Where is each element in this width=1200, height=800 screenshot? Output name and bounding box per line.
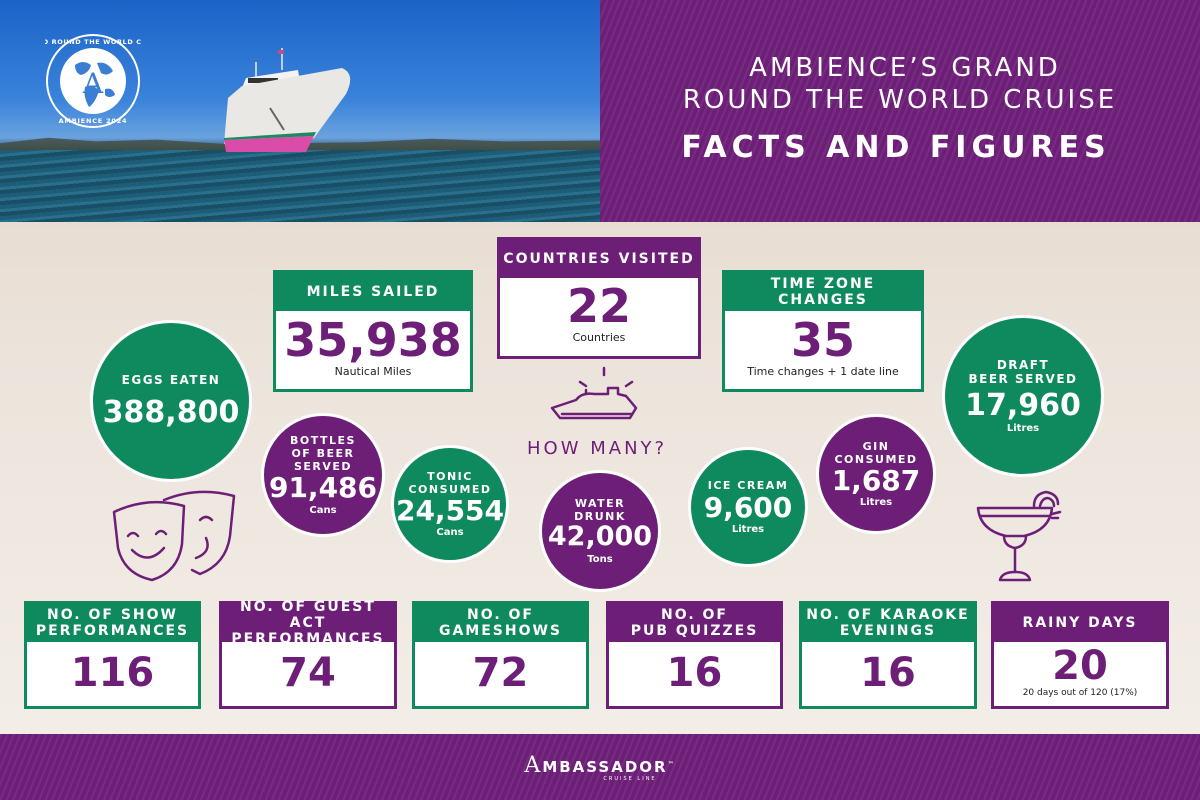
- logo-brand-text: MBASSADOR: [542, 757, 668, 776]
- draft-beer-value: 17,960: [965, 387, 1081, 423]
- show-performances-value: 116: [70, 650, 155, 696]
- draft-beer-label-1: DRAFT: [996, 357, 1050, 372]
- card-label-2: GAMESHOWS: [438, 623, 563, 639]
- tonic-label-2: CONSUMED: [408, 482, 492, 496]
- pub-quizzes-card: NO. OF PUB QUIZZES 16: [606, 601, 783, 709]
- draft-beer-circle: DRAFT BEER SERVED 17,960 Litres: [942, 315, 1104, 477]
- badge-letter: A: [82, 67, 104, 100]
- gin-label-1: GIN: [862, 439, 890, 453]
- title-line-1: AMBIENCE’S GRAND: [749, 53, 1061, 83]
- card-header: NO. OF PUB QUIZZES: [609, 604, 780, 642]
- water-drunk-circle: WATER DRUNK 42,000 Tons: [539, 470, 661, 592]
- card-label-1: NO. OF GUEST ACT: [240, 599, 376, 631]
- water-label-2: DRUNK: [574, 510, 626, 524]
- karaoke-evenings-card: NO. OF KARAOKE EVENINGS 16: [799, 601, 977, 709]
- tonic-value: 24,554: [395, 493, 505, 527]
- ice-cream-circle: ICE CREAM 9,600 Litres: [688, 447, 808, 567]
- gameshows-value: 72: [472, 650, 529, 696]
- draft-beer-unit: Litres: [1006, 423, 1040, 435]
- card-label: MILES SAILED: [306, 284, 440, 300]
- gin-consumed-circle: GIN CONSUMED 1,687 Litres: [816, 414, 936, 534]
- card-header: COUNTRIES VISITED: [500, 240, 698, 278]
- card-label-1: NO. OF: [661, 607, 728, 623]
- eggs-eaten-circle: EGGS EATEN 388,800: [90, 320, 252, 482]
- card-label: TIME ZONE CHANGES: [770, 276, 876, 308]
- gin-value: 1,687: [831, 463, 921, 497]
- gin-label-2: CONSUMED: [834, 452, 918, 466]
- card-header: NO. OF GAMESHOWS: [415, 604, 586, 642]
- bottles-unit: Cans: [309, 504, 337, 516]
- card-label-1: RAINY DAYS: [1022, 615, 1138, 631]
- card-header: NO. OF KARAOKE EVENINGS: [802, 604, 974, 642]
- time-zone-changes-value: 35: [790, 313, 855, 367]
- card-label-1: NO. OF SHOW: [47, 607, 178, 623]
- badge-bottom-text: AMBIENCE 2024: [59, 117, 128, 125]
- water-label-1: WATER: [574, 497, 626, 511]
- tonic-label-1: TONIC: [427, 469, 473, 483]
- card-label-2: PERFORMANCES: [35, 623, 190, 639]
- card-header: NO. OF SHOW PERFORMANCES: [27, 604, 198, 642]
- card-label-2: PERFORMANCES: [231, 631, 385, 647]
- countries-visited-card: COUNTRIES VISITED 22 Countries: [497, 237, 701, 359]
- bottles-value: 91,486: [268, 471, 378, 505]
- trademark-symbol: ™: [667, 760, 676, 768]
- card-header: TIME ZONE CHANGES: [725, 273, 921, 311]
- card-label-1: NO. OF KARAOKE: [806, 607, 970, 623]
- cruise-ship-icon: [550, 366, 638, 420]
- pub-quizzes-value: 16: [666, 650, 723, 696]
- tonic-consumed-circle: TONIC CONSUMED 24,554 Cans: [391, 445, 509, 563]
- globe-badge-icon: A GRAND ROUND THE WORLD CRUISE AMBIENCE …: [45, 34, 141, 128]
- karaoke-value: 16: [860, 650, 916, 696]
- card-header: NO. OF GUEST ACT PERFORMANCES: [222, 599, 394, 647]
- eggs-eaten-value: 388,800: [102, 395, 240, 431]
- bottles-label-2: OF BEER: [291, 447, 355, 461]
- card-label: COUNTRIES VISITED: [503, 251, 695, 267]
- gin-unit: Litres: [859, 497, 893, 509]
- cocktail-glass-icon: [976, 490, 1062, 582]
- ship-image: [224, 48, 351, 152]
- miles-sailed-card: MILES SAILED 35,938 Nautical Miles: [273, 270, 473, 392]
- bottles-label-1: BOTTLES: [290, 434, 356, 448]
- countries-visited-unit: Countries: [572, 331, 626, 344]
- theatre-masks-icon: [112, 490, 236, 582]
- ice-cream-unit: Litres: [731, 524, 765, 536]
- title-line-2: ROUND THE WORLD CRUISE: [682, 85, 1118, 115]
- card-header: MILES SAILED: [276, 273, 470, 311]
- tonic-unit: Cans: [436, 527, 464, 539]
- guest-act-performances-card: NO. OF GUEST ACT PERFORMANCES 74: [219, 599, 397, 709]
- title-panel: AMBIENCE’S GRAND ROUND THE WORLD CRUISE …: [600, 0, 1200, 222]
- water-unit: Tons: [587, 553, 613, 565]
- guest-act-value: 74: [280, 650, 336, 696]
- draft-beer-label-2: BEER SERVED: [968, 371, 1078, 386]
- bottles-label-3: SERVED: [293, 460, 353, 474]
- card-header: RAINY DAYS: [994, 604, 1166, 642]
- countries-visited-value: 22: [566, 279, 631, 333]
- page-title: FACTS AND FIGURES: [681, 130, 1111, 165]
- logo-letter-a: A: [524, 752, 543, 778]
- how-many-label: HOW MANY?: [527, 438, 668, 459]
- eggs-eaten-label: EGGS EATEN: [121, 373, 221, 388]
- gameshows-card: NO. OF GAMESHOWS 72: [412, 601, 589, 709]
- card-label-2: PUB QUIZZES: [630, 623, 759, 639]
- show-performances-card: NO. OF SHOW PERFORMANCES 116: [24, 601, 201, 709]
- rainy-days-card: RAINY DAYS 20 20 days out of 120 (17%): [991, 601, 1169, 709]
- time-zone-changes-unit: Time changes + 1 date line: [747, 365, 899, 378]
- water-value: 42,000: [547, 521, 653, 553]
- miles-sailed-value: 35,938: [284, 313, 462, 367]
- card-label-1: NO. OF: [467, 607, 534, 623]
- card-label-2: EVENINGS: [839, 623, 937, 639]
- rainy-days-value: 20: [1052, 643, 1108, 689]
- miles-sailed-unit: Nautical Miles: [334, 365, 412, 378]
- time-zone-changes-card: TIME ZONE CHANGES 35 Time changes + 1 da…: [722, 270, 924, 392]
- bottles-of-beer-circle: BOTTLES OF BEER SERVED 91,486 Cans: [261, 413, 385, 537]
- badge-ring-text: GRAND ROUND THE WORLD CRUISE: [45, 38, 141, 46]
- logo-tagline: CRUISE LINE: [603, 775, 657, 782]
- sea: [0, 150, 600, 222]
- ice-cream-label: ICE CREAM: [707, 478, 789, 492]
- footer: AMBASSADOR™ CRUISE LINE: [0, 734, 1200, 800]
- ambassador-logo: AMBASSADOR™ CRUISE LINE: [524, 753, 675, 782]
- cruise-ship-photo: A GRAND ROUND THE WORLD CRUISE AMBIENCE …: [0, 0, 600, 222]
- ice-cream-value: 9,600: [703, 490, 793, 524]
- rainy-days-note: 20 days out of 120 (17%): [1022, 688, 1138, 698]
